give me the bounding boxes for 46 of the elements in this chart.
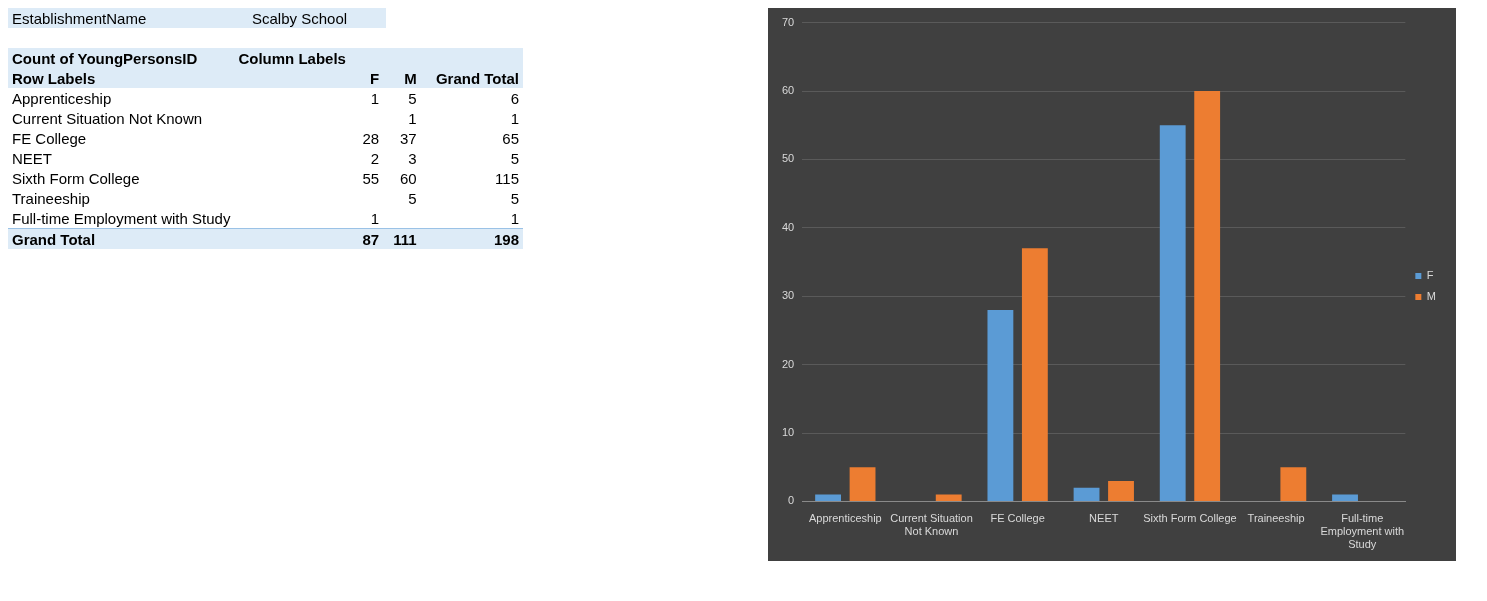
- text: 6: [509, 88, 520, 108]
- category-label: Full-time Employment with Study: [12, 209, 231, 227]
- x-tick-label: FE College: [990, 512, 1045, 525]
- header-band: Scalby School: [248, 8, 386, 28]
- text: 3: [407, 148, 418, 168]
- category-label: FE College: [12, 129, 87, 147]
- legend-label: M: [1426, 290, 1437, 303]
- header-band: EstablishmentName: [8, 8, 248, 28]
- text: 5: [407, 188, 418, 208]
- text: 1: [369, 208, 381, 229]
- y-tick-label: 10: [781, 426, 795, 439]
- category-label: Sixth Form College: [12, 169, 140, 187]
- legend-label: F: [1426, 269, 1434, 282]
- text: 115: [494, 168, 520, 188]
- text: 55: [361, 168, 381, 188]
- category-label: Current Situation Not Known: [12, 109, 203, 127]
- header-band: Count of YoungPersonsID Column Labels: [8, 48, 523, 68]
- header-band: Row Labels F M Grand Total: [8, 68, 523, 88]
- category-label: Apprenticeship: [12, 89, 112, 107]
- x-tick-label: Apprenticeship: [808, 512, 882, 525]
- category-label: NEET: [12, 149, 53, 167]
- category-label: Traineeship: [12, 189, 90, 207]
- text: 5: [509, 188, 520, 208]
- x-tick-label: Full-time Employment with Study: [1320, 512, 1405, 551]
- x-tick-label: NEET: [1089, 512, 1119, 525]
- y-tick-label: 40: [781, 220, 795, 233]
- x-tick-label: Current Situation Not Known: [890, 512, 973, 538]
- y-tick-label: 70: [781, 15, 795, 28]
- text: 1: [407, 108, 418, 128]
- y-tick-label: 50: [781, 152, 795, 165]
- text: 28: [361, 128, 381, 148]
- text: 5: [509, 148, 520, 168]
- text: 1: [509, 208, 520, 229]
- y-tick-label: 60: [781, 84, 795, 97]
- text: 65: [501, 128, 520, 148]
- x-tick-label: Sixth Form College: [1143, 512, 1237, 525]
- text: 37: [399, 128, 418, 148]
- y-tick-label: 30: [781, 289, 795, 302]
- y-tick-label: 20: [781, 357, 795, 370]
- text: 2: [369, 148, 381, 168]
- text: 60: [399, 168, 418, 188]
- text: 1: [509, 108, 520, 128]
- text: 5: [407, 88, 418, 108]
- y-tick-label: 0: [788, 494, 795, 507]
- x-tick-label: Traineeship: [1247, 512, 1305, 525]
- text: 1: [369, 88, 381, 108]
